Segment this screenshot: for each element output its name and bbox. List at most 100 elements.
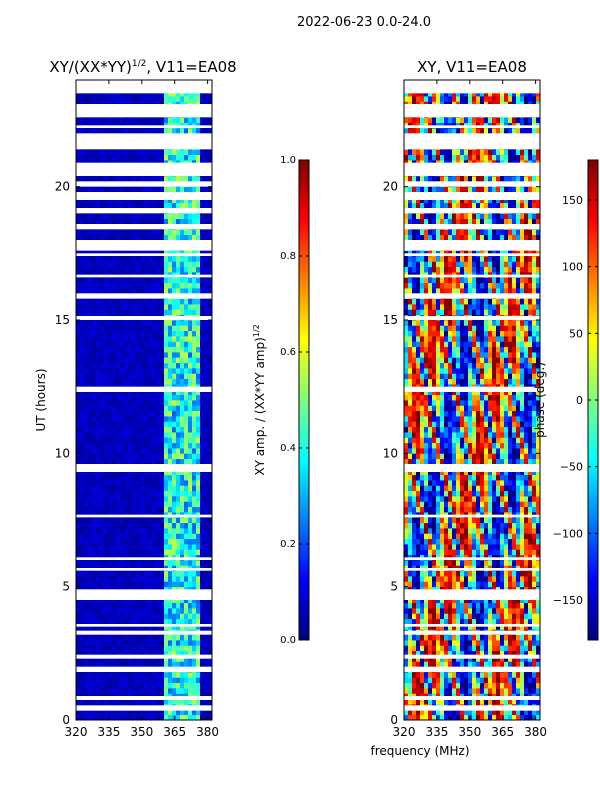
heatmap-cell [200, 394, 205, 401]
heatmap-cell [184, 149, 189, 156]
heatmap-cell [176, 309, 181, 316]
heatmap-cell [144, 261, 149, 268]
heatmap-cell [80, 400, 85, 406]
heatmap-cell [128, 581, 133, 588]
data-gap [76, 293, 212, 299]
heatmap-cell [104, 325, 109, 332]
heatmap-cell [176, 277, 181, 284]
heatmap-cell [180, 288, 185, 294]
heatmap-cell [120, 336, 125, 342]
heatmap-cell [172, 330, 177, 337]
heatmap-cell [136, 469, 141, 476]
heatmap-cell [140, 656, 145, 662]
heatmap-cell [492, 714, 497, 721]
heatmap-cell [80, 352, 85, 358]
heatmap-cell [188, 336, 193, 342]
heatmap-cell [124, 650, 129, 657]
heatmap-cell [136, 458, 141, 465]
heatmap-cell [188, 202, 193, 209]
heatmap-cell [116, 336, 121, 342]
heatmap-cell [184, 698, 189, 705]
heatmap-cell [176, 570, 181, 577]
heatmap-cell [96, 576, 101, 582]
heatmap-cell [200, 416, 205, 422]
heatmap-cell [504, 661, 509, 668]
heatmap-cell [100, 176, 105, 182]
heatmap-cell [116, 469, 121, 476]
heatmap-cell [144, 437, 149, 444]
heatmap-cell [180, 304, 185, 310]
data-gap [76, 705, 212, 711]
heatmap-cell [440, 677, 445, 684]
heatmap-cell [184, 485, 189, 492]
heatmap-cell [120, 682, 125, 689]
heatmap-cell [144, 682, 149, 689]
heatmap-cell [92, 544, 97, 550]
heatmap-cell [200, 570, 205, 577]
heatmap-cell [176, 640, 181, 646]
heatmap-cell [76, 533, 81, 540]
heatmap-cell [156, 368, 161, 374]
heatmap-cell [120, 581, 125, 588]
heatmap-cell [152, 496, 157, 502]
heatmap-cell [148, 266, 153, 273]
heatmap-cell [100, 608, 105, 614]
heatmap-cell [200, 533, 205, 540]
heatmap-cell [188, 96, 193, 102]
heatmap-cell [536, 602, 541, 609]
heatmap-cell [156, 549, 161, 556]
amplitude-ylabel: UT (hours) [34, 368, 48, 431]
heatmap-cell [108, 597, 113, 604]
heatmap-cell [92, 645, 97, 652]
heatmap-cell [180, 698, 185, 705]
heatmap-cell [452, 608, 457, 614]
heatmap-cell [188, 618, 193, 625]
heatmap-cell [524, 645, 529, 652]
heatmap-cell [124, 373, 129, 380]
heatmap-cell [444, 672, 449, 678]
heatmap-cell [496, 698, 501, 705]
heatmap-cell [120, 149, 125, 156]
heatmap-cell [116, 368, 121, 374]
heatmap-cell [180, 298, 185, 305]
heatmap-cell [200, 602, 205, 609]
heatmap-cell [128, 213, 133, 220]
heatmap-cell [192, 709, 197, 716]
heatmap-cell [428, 640, 433, 646]
heatmap-cell [200, 544, 205, 550]
heatmap-cell [532, 688, 537, 694]
heatmap-cell [132, 501, 137, 508]
heatmap-cell [196, 528, 201, 534]
heatmap-cell [472, 602, 477, 609]
heatmap-cell [188, 469, 193, 476]
heatmap-cell [124, 576, 129, 582]
heatmap-cell [200, 410, 205, 417]
heatmap-cell [424, 672, 429, 678]
heatmap-cell [504, 650, 509, 657]
heatmap-cell [108, 336, 113, 342]
heatmap-cell [168, 229, 173, 236]
heatmap-cell [200, 357, 205, 364]
heatmap-cell [120, 341, 125, 348]
heatmap-cell [200, 213, 205, 220]
heatmap-cell [180, 368, 185, 374]
heatmap-cell [152, 357, 157, 364]
heatmap-cell [204, 288, 209, 294]
heatmap-cell [164, 416, 169, 422]
heatmap-cell [124, 645, 129, 652]
heatmap-cell [120, 325, 125, 332]
heatmap-cell [92, 341, 97, 348]
heatmap-cell [424, 650, 429, 657]
heatmap-cell [532, 650, 537, 657]
heatmap-cell [192, 640, 197, 646]
heatmap-cell [104, 357, 109, 364]
heatmap-cell [140, 261, 145, 268]
heatmap-cell [76, 378, 81, 385]
heatmap-cell [152, 368, 157, 374]
heatmap-cell [164, 538, 169, 545]
heatmap-cell [128, 128, 133, 134]
heatmap-cell [108, 421, 113, 428]
heatmap-cell [204, 448, 209, 454]
heatmap-cell [156, 410, 161, 417]
